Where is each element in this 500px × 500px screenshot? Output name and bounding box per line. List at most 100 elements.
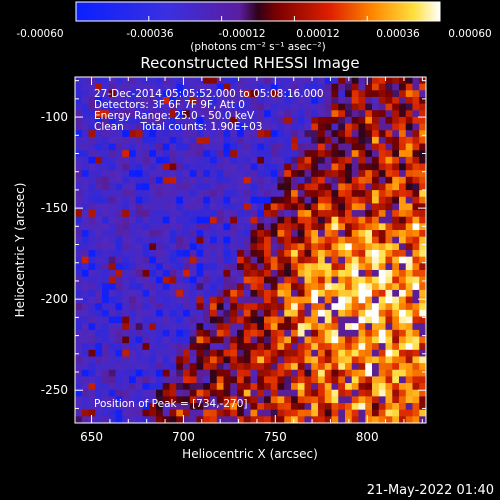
heatmap-cell bbox=[399, 383, 407, 391]
heatmap-cell bbox=[277, 383, 285, 391]
heatmap-cell bbox=[264, 343, 272, 351]
heatmap-cell bbox=[318, 130, 326, 138]
heatmap-cell bbox=[142, 283, 150, 291]
heatmap-cell bbox=[297, 123, 306, 131]
heatmap-cell bbox=[183, 403, 191, 411]
heatmap-cell bbox=[81, 343, 90, 351]
heatmap-cell bbox=[412, 389, 420, 397]
heatmap-cell bbox=[264, 223, 272, 231]
heatmap-cell bbox=[291, 276, 299, 284]
heatmap-cell bbox=[135, 309, 144, 318]
heatmap-cell bbox=[264, 316, 272, 324]
heatmap-cell bbox=[250, 216, 258, 224]
heatmap-cell bbox=[351, 156, 360, 165]
heatmap-cell bbox=[291, 143, 299, 151]
heatmap-cell bbox=[156, 77, 164, 85]
heatmap-cell bbox=[183, 356, 191, 364]
heatmap-cell bbox=[345, 356, 353, 364]
heatmap-cell bbox=[149, 309, 157, 318]
heatmap-cell bbox=[345, 263, 353, 271]
heatmap-cell bbox=[196, 170, 204, 178]
heatmap-cell bbox=[115, 243, 123, 251]
heatmap-cell bbox=[257, 203, 265, 211]
heatmap-cell bbox=[291, 376, 299, 384]
heatmap-cell bbox=[88, 269, 96, 278]
heatmap-cell bbox=[102, 83, 110, 91]
heatmap-cell bbox=[149, 383, 157, 391]
heatmap-cell bbox=[210, 116, 218, 125]
heatmap-cell bbox=[324, 263, 333, 271]
heatmap-cell bbox=[169, 216, 177, 224]
heatmap-cell bbox=[176, 349, 184, 358]
heatmap-cell bbox=[115, 356, 123, 364]
heatmap-cell bbox=[378, 90, 387, 98]
heatmap-cell bbox=[345, 210, 353, 218]
heatmap-cell bbox=[162, 296, 171, 304]
heatmap-cell bbox=[345, 156, 353, 165]
heatmap-cell bbox=[142, 323, 150, 331]
heatmap-cell bbox=[216, 176, 225, 185]
heatmap-cell bbox=[203, 223, 211, 231]
heatmap-cell bbox=[277, 316, 285, 324]
heatmap-cell bbox=[345, 163, 353, 171]
heatmap-cell bbox=[277, 90, 285, 98]
heatmap-cell bbox=[351, 343, 360, 351]
heatmap-cell bbox=[108, 230, 117, 238]
heatmap-cell bbox=[372, 210, 380, 218]
heatmap-cell bbox=[250, 210, 258, 218]
heatmap-cell bbox=[210, 396, 218, 404]
heatmap-cell bbox=[419, 396, 426, 404]
heatmap-cell bbox=[378, 336, 387, 344]
heatmap-cell bbox=[392, 110, 400, 118]
heatmap-cell bbox=[149, 176, 157, 185]
heatmap-cell bbox=[88, 283, 96, 291]
heatmap-cell bbox=[291, 409, 299, 417]
heatmap-cell bbox=[102, 329, 110, 338]
heatmap-cell bbox=[250, 123, 258, 131]
heatmap-cell bbox=[183, 243, 191, 251]
heatmap-cell bbox=[156, 90, 164, 98]
heatmap-cell bbox=[385, 303, 393, 311]
heatmap-cell bbox=[189, 230, 198, 238]
heatmap-cell bbox=[351, 150, 360, 158]
heatmap-cell bbox=[156, 349, 164, 358]
heatmap-cell bbox=[412, 83, 420, 91]
heatmap-cell bbox=[216, 116, 225, 125]
heatmap-cell bbox=[108, 283, 117, 291]
heatmap-cell bbox=[129, 176, 137, 185]
heatmap-cell bbox=[135, 176, 144, 185]
heatmap-cell bbox=[338, 356, 346, 364]
heatmap-cell bbox=[95, 296, 103, 304]
heatmap-cell bbox=[88, 303, 96, 311]
heatmap-cell bbox=[237, 210, 245, 218]
heatmap-cell bbox=[189, 136, 198, 145]
heatmap-cell bbox=[189, 323, 198, 331]
heatmap-cell bbox=[223, 103, 231, 111]
heatmap-cell bbox=[331, 176, 339, 185]
heatmap-cell bbox=[331, 296, 339, 304]
heatmap-cell bbox=[102, 403, 110, 411]
heatmap-cell bbox=[243, 296, 252, 304]
heatmap-cell bbox=[378, 383, 387, 391]
heatmap-cell bbox=[358, 190, 366, 198]
heatmap-cell bbox=[115, 409, 123, 417]
heatmap-cell bbox=[304, 163, 312, 171]
heatmap-cell bbox=[291, 83, 299, 91]
heatmap-cell bbox=[230, 210, 238, 218]
heatmap-cell bbox=[196, 256, 204, 264]
heatmap-cell bbox=[108, 123, 117, 131]
heatmap-cell bbox=[277, 163, 285, 171]
heatmap-cell bbox=[318, 263, 326, 271]
heatmap-cell bbox=[176, 223, 184, 231]
heatmap-cell bbox=[318, 403, 326, 411]
heatmap-cell bbox=[129, 143, 137, 151]
heatmap-cell bbox=[129, 296, 137, 304]
heatmap-cell bbox=[142, 110, 150, 118]
heatmap-cell bbox=[378, 130, 387, 138]
heatmap-cell bbox=[392, 250, 400, 258]
heatmap-cell bbox=[250, 250, 258, 258]
plot-frame bbox=[74, 76, 427, 424]
heatmap-cell bbox=[345, 96, 353, 105]
heatmap-cell bbox=[183, 389, 191, 397]
heatmap-cell bbox=[338, 276, 346, 284]
